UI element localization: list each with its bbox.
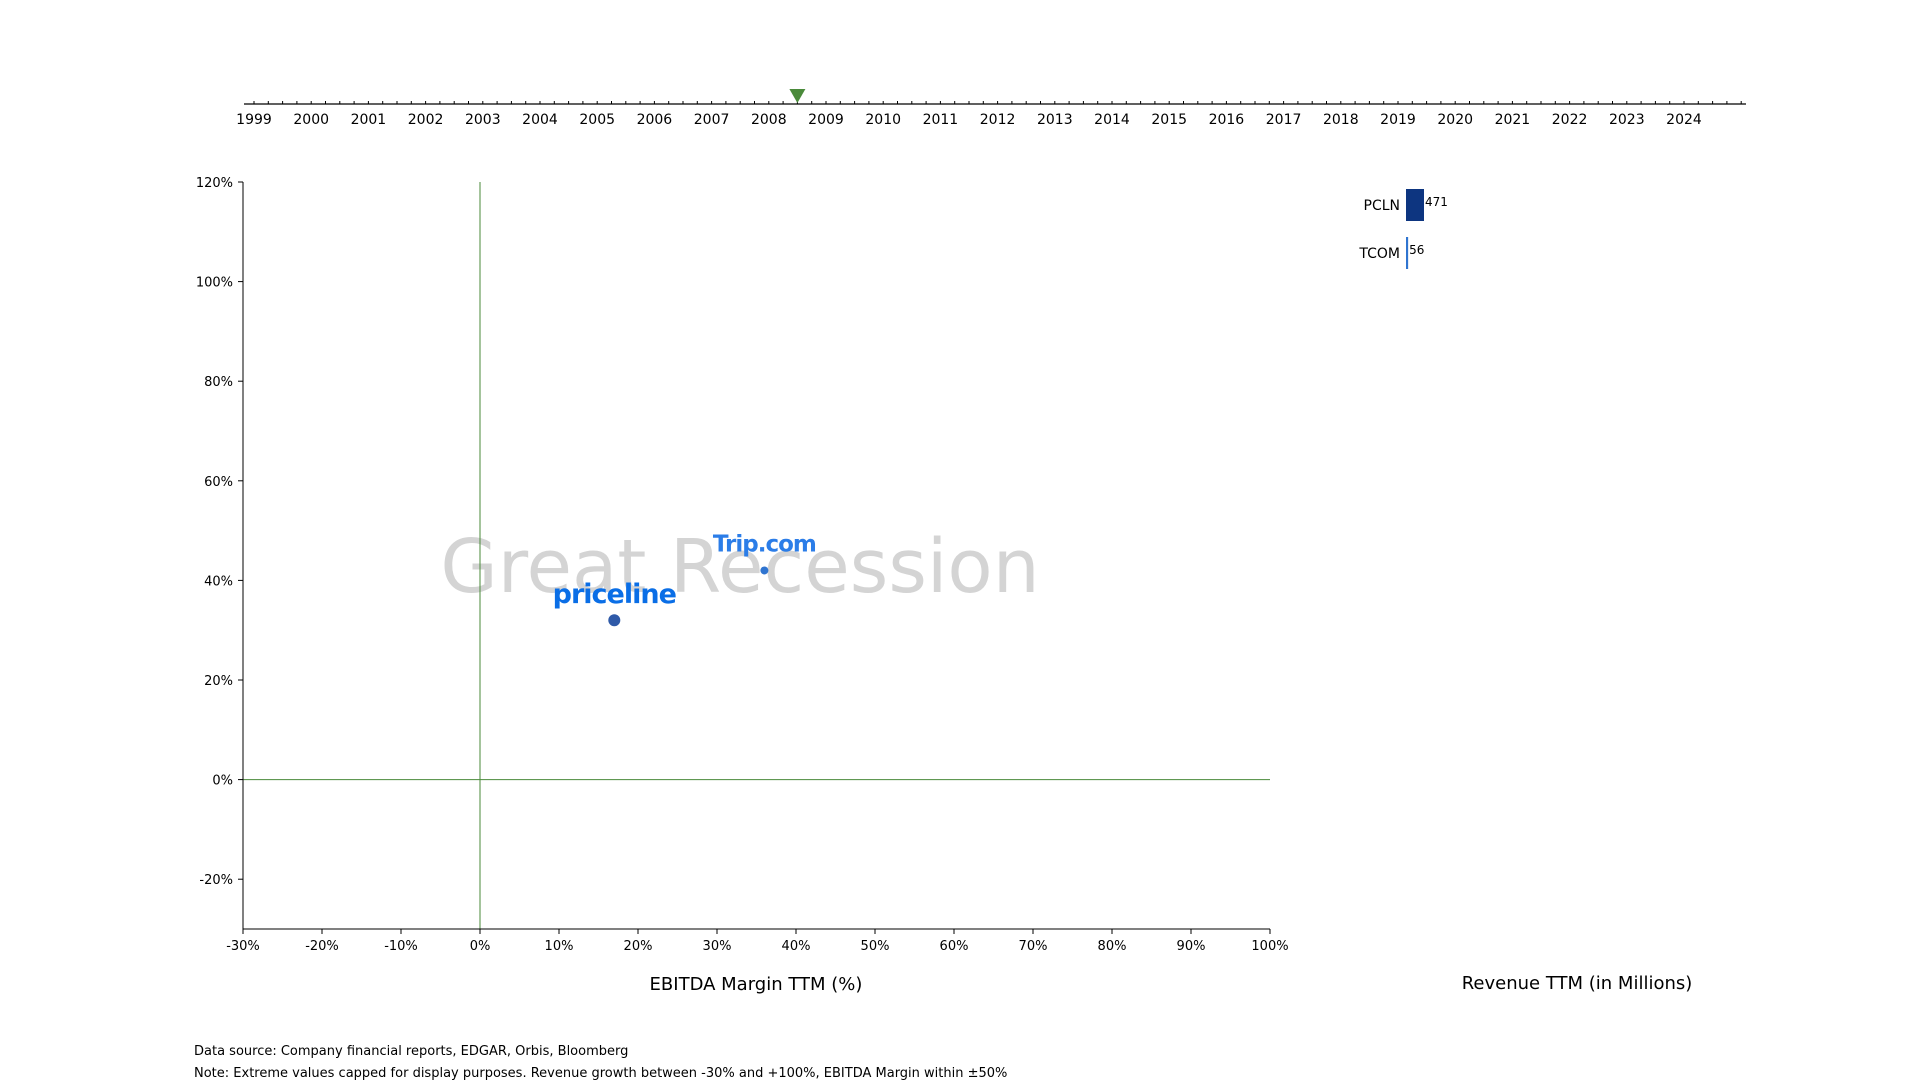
timeline-year-label[interactable]: 2023 (1609, 112, 1645, 128)
bar-category-label: PCLN (1364, 198, 1401, 214)
x-tick-label: 20% (624, 939, 653, 954)
timeline: 1999 2000 2001 2002 2003 2004 2005 2006 2007 2008… (236, 89, 1746, 128)
timeline-year-label[interactable]: 2006 (637, 112, 673, 128)
x-axis-label: EBITDA Margin TTM (%) (650, 974, 863, 995)
x-tick-label: 100% (1251, 939, 1288, 954)
timeline-year-label[interactable]: 2014 (1094, 112, 1130, 128)
data-source-note: Data source: Company financial reports, … (194, 1044, 629, 1059)
bar-value-label: 471 (1425, 195, 1448, 209)
watermark-text: Great Recession (440, 524, 1039, 610)
x-tick-label: 80% (1098, 939, 1127, 954)
scatter-chart: Great Recession 120% 100% 80% 60% 40% 20% 0% -2… (196, 176, 1289, 995)
x-tick-label: 50% (861, 939, 890, 954)
timeline-year-label[interactable]: 2017 (1266, 112, 1302, 128)
timeline-year-label[interactable]: 2000 (293, 112, 329, 128)
x-tick-label: 90% (1177, 939, 1206, 954)
y-tick-label: 40% (204, 574, 233, 589)
timeline-year-label[interactable]: 1999 (236, 112, 272, 128)
timeline-year-label[interactable]: 2021 (1495, 112, 1531, 128)
revenue-bar[interactable] (1406, 237, 1409, 269)
timeline-year-label[interactable]: 2002 (408, 112, 444, 128)
timeline-year-label[interactable]: 2024 (1666, 112, 1702, 128)
x-tick-label: 70% (1019, 939, 1048, 954)
y-tick-label: -20% (199, 873, 233, 888)
timeline-year-label[interactable]: 2005 (579, 112, 615, 128)
revenue-bar[interactable] (1406, 189, 1424, 221)
timeline-year-label[interactable]: 2011 (923, 112, 959, 128)
timeline-year-label[interactable]: 2004 (522, 112, 558, 128)
timeline-year-label[interactable]: 2008 (751, 112, 787, 128)
timeline-year-label[interactable]: 2018 (1323, 112, 1359, 128)
x-tick-label: 30% (703, 939, 732, 954)
y-tick-label: 60% (204, 475, 233, 490)
company-logo-label: Trip.com (713, 531, 816, 557)
y-tick-label: 100% (196, 276, 233, 291)
timeline-year-label[interactable]: 2022 (1552, 112, 1588, 128)
bar-axis-label: Revenue TTM (in Millions) (1462, 973, 1693, 994)
timeline-marker[interactable] (789, 89, 806, 103)
scatter-point[interactable] (760, 566, 769, 575)
x-tick-label: -20% (305, 939, 339, 954)
timeline-year-label[interactable]: 2009 (808, 112, 844, 128)
timeline-year-label[interactable]: 2010 (865, 112, 901, 128)
x-tick-label: 40% (782, 939, 811, 954)
timeline-year-label[interactable]: 2015 (1151, 112, 1187, 128)
bar-category-label: TCOM (1358, 246, 1400, 262)
timeline-year-label[interactable]: 2007 (694, 112, 730, 128)
timeline-year-label[interactable]: 2012 (980, 112, 1016, 128)
x-tick-label: 60% (940, 939, 969, 954)
timeline-year-label[interactable]: 2013 (1037, 112, 1073, 128)
revenue-bar-chart: PCLN 471 TCOM 56 Revenue TTM (in Millions) (1358, 189, 1692, 994)
x-tick-label: 0% (470, 939, 491, 954)
timeline-year-label[interactable]: 2020 (1437, 112, 1473, 128)
y-tick-label: 0% (212, 774, 233, 789)
x-tick-label: -30% (226, 939, 260, 954)
bar-value-label: 56 (1409, 243, 1424, 257)
x-tick-label: -10% (384, 939, 418, 954)
timeline-year-label[interactable]: 2019 (1380, 112, 1416, 128)
capping-note: Note: Extreme values capped for display … (194, 1066, 1008, 1081)
scatter-point[interactable] (608, 614, 621, 627)
y-tick-label: 20% (204, 674, 233, 689)
x-tick-label: 10% (545, 939, 574, 954)
y-tick-label: 120% (196, 176, 233, 191)
timeline-year-label[interactable]: 2003 (465, 112, 501, 128)
timeline-year-label[interactable]: 2016 (1209, 112, 1245, 128)
company-logo-label: priceline (553, 579, 676, 610)
y-tick-label: 80% (204, 375, 233, 390)
timeline-year-label[interactable]: 2001 (351, 112, 387, 128)
